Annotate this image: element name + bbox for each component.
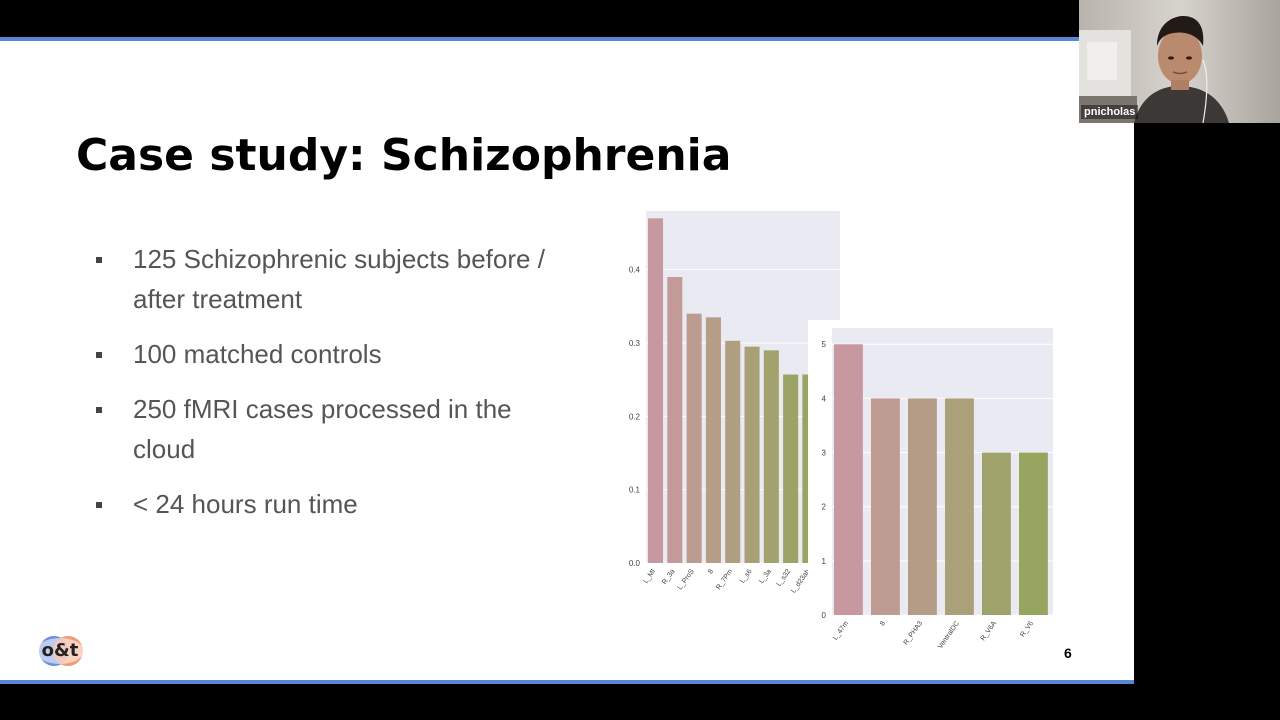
bullet-item: 100 matched controls bbox=[94, 334, 574, 374]
logo-text: o&t bbox=[41, 640, 79, 661]
bullet-list: 125 Schizophrenic subjects before / afte… bbox=[94, 239, 574, 539]
chart-bar bbox=[744, 346, 760, 563]
chart-bar bbox=[783, 374, 799, 563]
chart-bar bbox=[1019, 452, 1048, 615]
participant-video-feed bbox=[1079, 0, 1280, 123]
y-tick-label: 1 bbox=[822, 557, 827, 566]
participant-video-tile[interactable]: pnicholas bbox=[1079, 0, 1280, 123]
x-tick-label: L_s6 bbox=[739, 568, 754, 585]
chart-bar bbox=[834, 344, 863, 615]
bullet-text: < 24 hours run time bbox=[133, 489, 358, 519]
x-tick-label: 8 bbox=[879, 620, 887, 627]
y-tick-label: 0 bbox=[822, 611, 827, 620]
chart-bar bbox=[871, 398, 900, 615]
chart-bar bbox=[763, 350, 779, 563]
x-tick-label: L_s32 bbox=[776, 568, 793, 588]
chart-bar bbox=[982, 452, 1011, 615]
presentation-slide: Case study: Schizophrenia 125 Schizophre… bbox=[0, 37, 1134, 684]
bullet-text: 125 Schizophrenic subjects before / afte… bbox=[133, 244, 545, 314]
slide-bottom-accent-bar bbox=[0, 680, 1134, 684]
y-tick-label: 0.4 bbox=[629, 266, 641, 275]
chart-bar bbox=[945, 398, 974, 615]
y-tick-label: 0.1 bbox=[629, 486, 641, 495]
bullet-marker bbox=[96, 502, 102, 508]
y-tick-label: 5 bbox=[822, 340, 827, 349]
bullet-item: 125 Schizophrenic subjects before / afte… bbox=[94, 239, 574, 319]
chart-plot-area bbox=[832, 328, 1053, 615]
bullet-marker bbox=[96, 407, 102, 413]
bullet-marker bbox=[96, 257, 102, 263]
x-tick-label: 8 bbox=[707, 568, 715, 575]
x-tick-label: R_7Pm bbox=[715, 568, 734, 591]
bullet-marker bbox=[96, 352, 102, 358]
x-tick-label: R_3a bbox=[661, 568, 676, 586]
y-tick-label: 2 bbox=[822, 503, 827, 512]
slide-top-accent-bar bbox=[0, 37, 1134, 41]
bullet-text: 100 matched controls bbox=[133, 339, 382, 369]
slide-title: Case study: Schizophrenia bbox=[76, 130, 732, 181]
bullet-text: 250 fMRI cases processed in the cloud bbox=[133, 394, 512, 464]
y-tick-label: 0.2 bbox=[629, 412, 641, 421]
chart-bar bbox=[705, 317, 721, 563]
bullet-item: < 24 hours run time bbox=[94, 484, 574, 524]
x-tick-label: L_3a bbox=[758, 568, 773, 585]
y-tick-label: 0.0 bbox=[629, 559, 641, 568]
chart-bar bbox=[725, 340, 741, 563]
y-tick-label: 0.3 bbox=[629, 339, 641, 348]
company-logo: o&t bbox=[34, 633, 86, 669]
x-tick-label: L_MI bbox=[643, 568, 658, 585]
chart-bar bbox=[908, 398, 937, 615]
slide-number: 6 bbox=[1064, 645, 1072, 661]
y-tick-label: 3 bbox=[822, 449, 827, 458]
y-tick-label: 4 bbox=[822, 394, 827, 403]
bullet-item: 250 fMRI cases processed in the cloud bbox=[94, 389, 574, 469]
chart-bar bbox=[667, 277, 683, 563]
participant-name-label: pnicholas bbox=[1081, 105, 1139, 119]
chart-bar bbox=[686, 313, 702, 563]
logo-mark-icon bbox=[36, 636, 84, 666]
x-tick-label: L_ProS bbox=[677, 568, 696, 591]
bar-chart-region-weights: 0.0 0.1 0.2 0.3 0.4 L_MI R_3a L_ProS 8 R_7Pm L_s6 L… bbox=[629, 211, 840, 594]
chart-bar bbox=[648, 218, 664, 564]
